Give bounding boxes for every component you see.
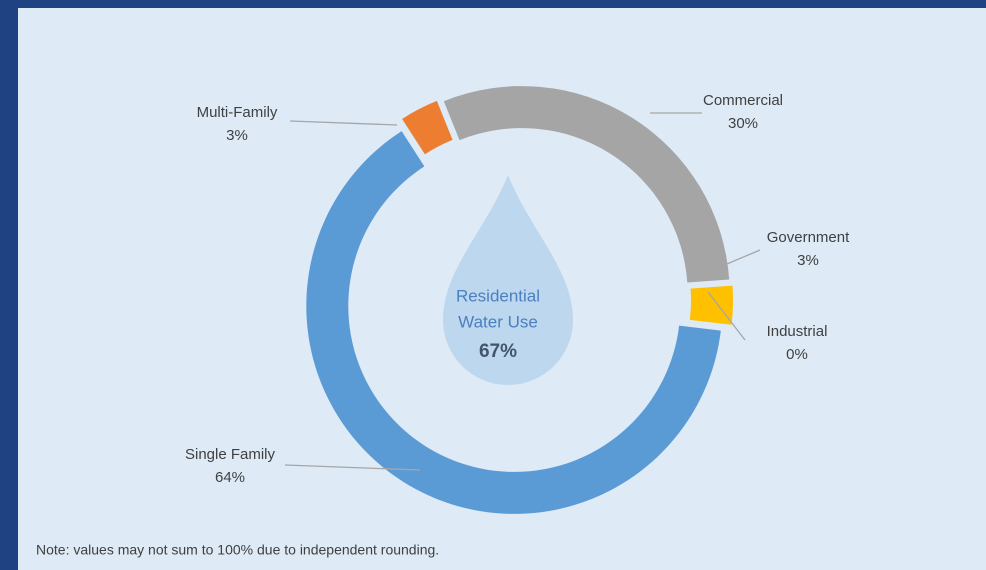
value-label: 30% [728,115,758,132]
center-value: 67% [479,341,517,362]
value-label: 0% [786,346,808,363]
donut-slice [402,100,453,155]
note: Note: values may not sum to 100% due to … [36,542,439,558]
center-label: Water Use [458,312,538,331]
leader-line [707,291,746,341]
slice-label: Government [767,229,850,246]
value-label: 3% [797,252,819,269]
leader-line [284,464,421,471]
water-drop [443,175,573,385]
slice-label: Multi-Family [197,104,278,121]
slice-label: Industrial [767,323,828,340]
value-label: 3% [226,127,248,144]
slice-label: Commercial [703,92,783,109]
donut-slice [443,86,730,283]
value-label: 64% [215,469,245,486]
leader-line [707,249,761,273]
slice-label: Single Family [185,446,276,463]
leader-line [289,120,398,126]
donut-slice [689,285,733,325]
center-label: Residential [456,286,540,305]
